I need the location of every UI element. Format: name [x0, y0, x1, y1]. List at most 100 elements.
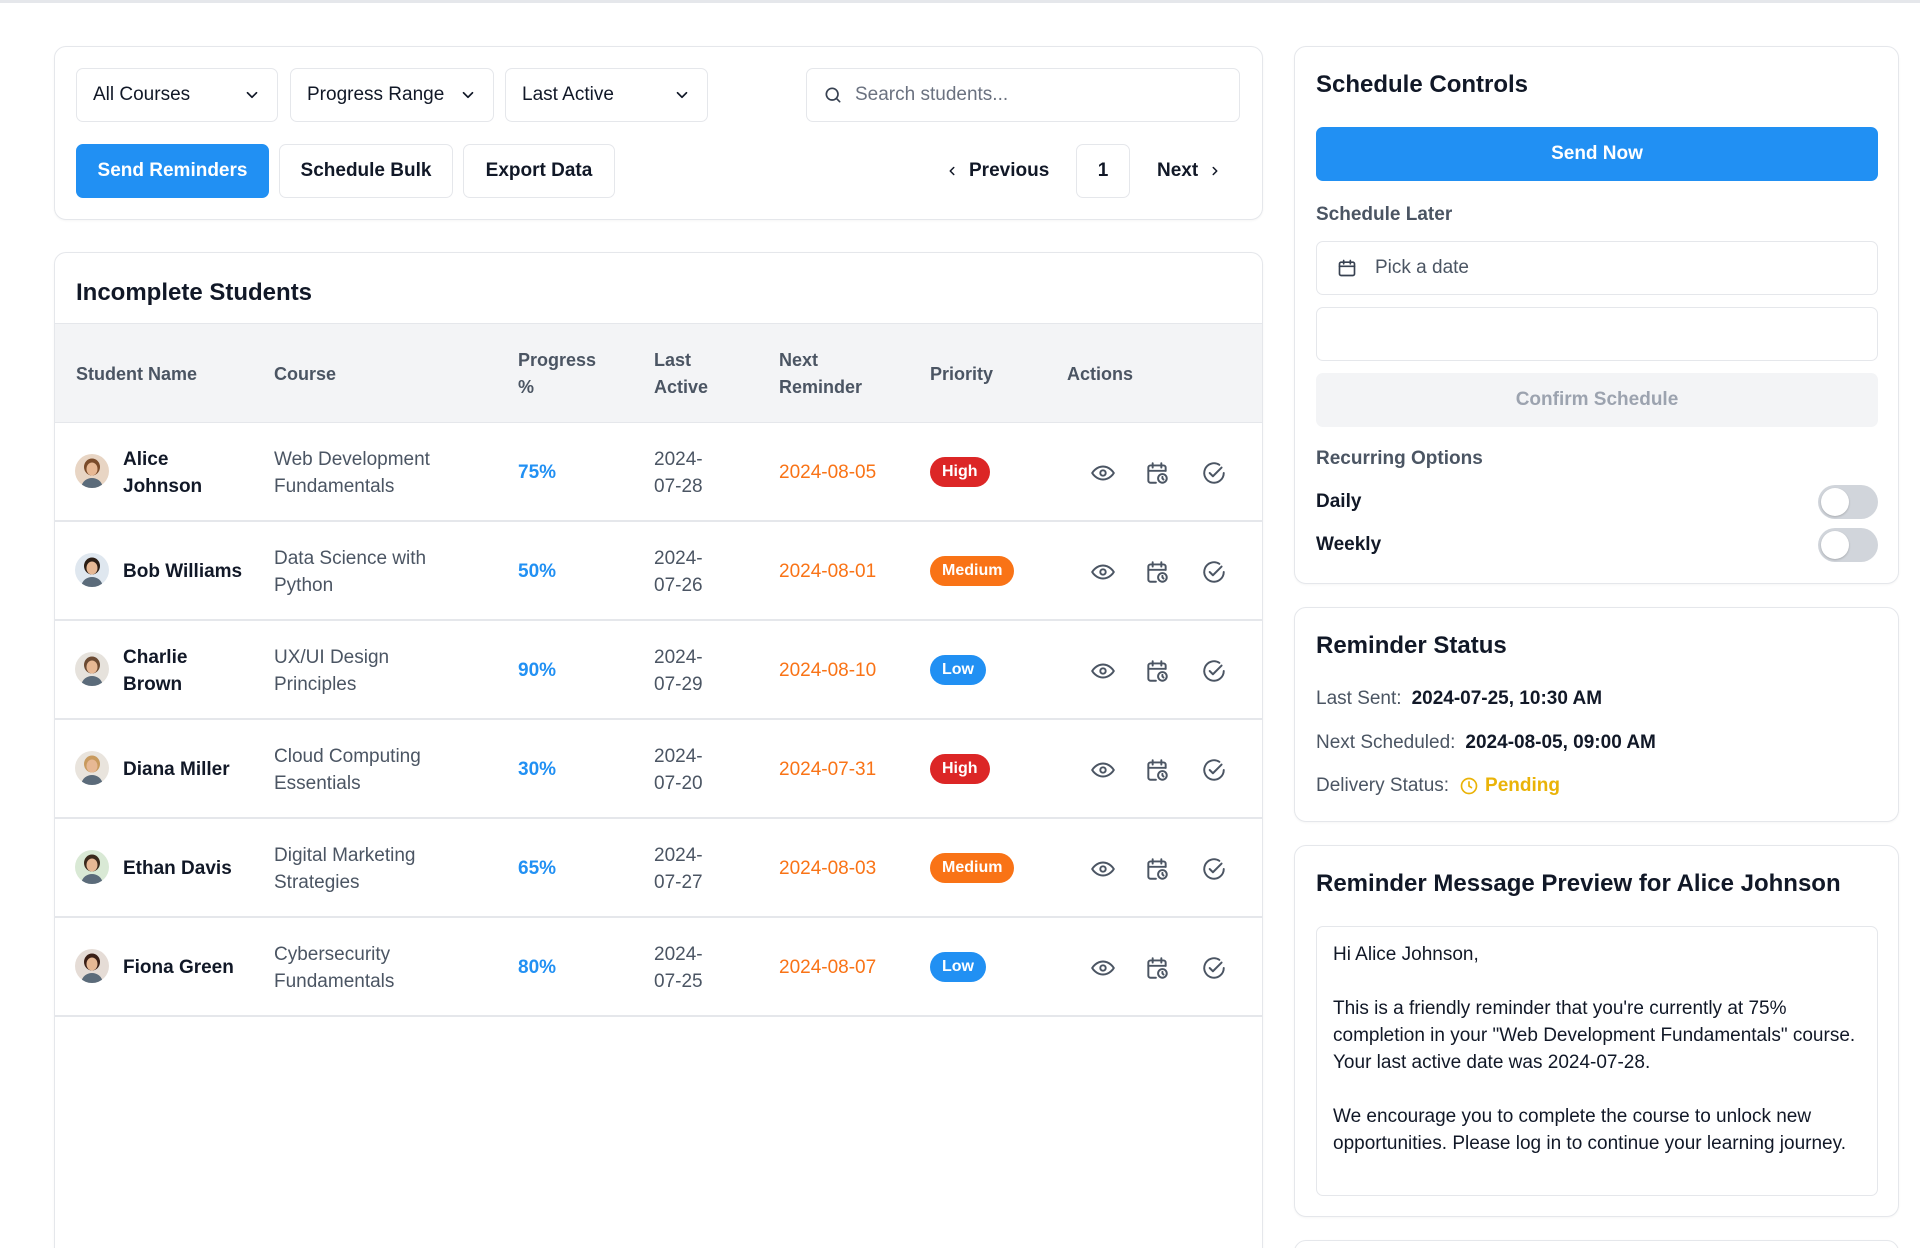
table-row[interactable]: Ethan Davis Digital Marketing Strategies… [55, 819, 1262, 918]
calendar-clock-icon[interactable] [1144, 559, 1170, 585]
progress-range-select[interactable]: Progress Range [290, 68, 494, 122]
schedule-title: Schedule Controls [1316, 71, 1529, 98]
last-active-select[interactable]: Last Active [505, 68, 708, 122]
time-input[interactable] [1316, 307, 1878, 361]
check-circle-icon[interactable] [1201, 460, 1227, 486]
top-divider [0, 0, 1920, 3]
student-name: Alice Johnson [123, 448, 203, 497]
eye-icon[interactable] [1090, 559, 1116, 585]
course-name: UX/UI Design Principles [274, 646, 390, 695]
priority-badge: High [930, 754, 990, 784]
daily-option-row: Daily [1316, 482, 1878, 522]
course-filter-label: All Courses [93, 84, 191, 105]
status-title: Reminder Status [1316, 632, 1507, 659]
message-paragraph-1: This is a friendly reminder that you're … [1333, 998, 1856, 1073]
table-row[interactable]: Bob Williams Data Science with Python 50… [55, 522, 1262, 621]
priority-badge: Low [930, 952, 986, 982]
course-name: Data Science with Python [274, 547, 427, 596]
delivery-status-label: Delivery Status: [1316, 775, 1450, 796]
date-picker-input[interactable]: Pick a date [1316, 241, 1878, 295]
last-sent-row: Last Sent: 2024-07-25, 10:30 AM [1316, 688, 1602, 710]
search-input[interactable]: Search students... [806, 68, 1240, 122]
header-student-name: Student Name [76, 363, 198, 384]
export-data-button[interactable]: Export Data [463, 144, 615, 198]
avatar [75, 454, 109, 488]
weekly-label: Weekly [1316, 534, 1382, 555]
eye-icon[interactable] [1090, 658, 1116, 684]
schedule-later-label: Schedule Later [1316, 204, 1453, 225]
header-progress: Progress % [518, 350, 597, 397]
next-label: Next [1157, 160, 1199, 181]
previous-page-button[interactable]: Previous [945, 144, 1049, 198]
date-placeholder: Pick a date [1375, 257, 1469, 278]
eye-icon[interactable] [1090, 856, 1116, 882]
reminder-status-card: Reminder Status Last Sent: 2024-07-25, 1… [1294, 607, 1899, 822]
send-reminders-button[interactable]: Send Reminders [76, 144, 269, 198]
calendar-clock-icon[interactable] [1144, 460, 1170, 486]
next-page-button[interactable]: Next [1157, 144, 1222, 198]
message-greeting: Hi Alice Johnson, [1333, 944, 1479, 965]
calendar-clock-icon[interactable] [1144, 658, 1170, 684]
student-name: Bob Williams [123, 561, 243, 582]
last-active-date: 2024-07-20 [654, 745, 703, 794]
table-row[interactable]: Charlie Brown UX/UI Design Principles 90… [55, 621, 1262, 720]
chevron-down-icon [676, 91, 688, 99]
progress-value: 30% [518, 759, 557, 780]
check-circle-icon[interactable] [1201, 856, 1227, 882]
avatar [75, 652, 109, 686]
previous-label: Previous [969, 160, 1050, 181]
header-priority: Priority [930, 363, 994, 384]
weekly-option-row: Weekly [1316, 525, 1878, 565]
calendar-clock-icon[interactable] [1144, 955, 1170, 981]
header-course: Course [274, 363, 337, 384]
search-icon [825, 87, 841, 103]
check-circle-icon[interactable] [1201, 559, 1227, 585]
progress-value: 75% [518, 462, 557, 483]
table-row[interactable]: Fiona Green Cybersecurity Fundamentals 8… [55, 918, 1262, 1017]
check-circle-icon[interactable] [1201, 757, 1227, 783]
avatar [75, 949, 109, 983]
next-reminder-date: 2024-07-31 [779, 759, 877, 780]
header-actions: Actions [1067, 363, 1134, 384]
next-scheduled-value: 2024-08-05, 09:00 AM [1465, 732, 1656, 753]
header-next-reminder: Next Reminder [779, 350, 863, 397]
chevron-down-icon [246, 91, 258, 99]
additional-card [1294, 1240, 1899, 1248]
chevron-right-icon [1212, 166, 1218, 176]
clock-icon [1460, 777, 1478, 795]
priority-badge: Low [930, 655, 986, 685]
calendar-clock-icon[interactable] [1144, 757, 1170, 783]
message-preview-card: Reminder Message Preview for Alice Johns… [1294, 845, 1899, 1217]
table-row[interactable]: Alice Johnson Web Development Fundamenta… [55, 423, 1262, 522]
chevron-left-icon [949, 166, 955, 176]
course-name: Digital Marketing Strategies [274, 844, 416, 893]
chevron-down-icon [462, 91, 474, 99]
table-row[interactable]: Diana Miller Cloud Computing Essentials … [55, 720, 1262, 819]
eye-icon[interactable] [1090, 955, 1116, 981]
confirm-schedule-button[interactable]: Confirm Schedule [1316, 373, 1878, 427]
last-active-date: 2024-07-25 [654, 943, 703, 992]
course-name: Cybersecurity Fundamentals [274, 943, 395, 992]
schedule-controls-card: Schedule Controls Send Now Schedule Late… [1294, 46, 1899, 584]
toggle-knob [1821, 488, 1849, 516]
student-name: Fiona Green [123, 957, 234, 978]
schedule-bulk-button[interactable]: Schedule Bulk [279, 144, 453, 198]
course-filter-select[interactable]: All Courses [76, 68, 278, 122]
student-name: Diana Miller [123, 759, 230, 780]
delivery-status-value: Pending [1485, 775, 1560, 796]
next-reminder-date: 2024-08-01 [779, 561, 877, 582]
daily-toggle[interactable] [1818, 485, 1878, 519]
check-circle-icon[interactable] [1201, 658, 1227, 684]
last-active-label: Last Active [522, 84, 614, 105]
eye-icon[interactable] [1090, 460, 1116, 486]
last-active-date: 2024-07-28 [654, 448, 703, 497]
table-header: Student Name Course Progress % Last Acti… [55, 323, 1262, 423]
weekly-toggle[interactable] [1818, 528, 1878, 562]
delivery-status-row: Delivery Status: Pending [1316, 775, 1560, 797]
calendar-clock-icon[interactable] [1144, 856, 1170, 882]
check-circle-icon[interactable] [1201, 955, 1227, 981]
current-page-indicator[interactable]: 1 [1076, 144, 1130, 198]
message-paragraph-2: We encourage you to complete the course … [1333, 1106, 1846, 1154]
send-now-button[interactable]: Send Now [1316, 127, 1878, 181]
eye-icon[interactable] [1090, 757, 1116, 783]
